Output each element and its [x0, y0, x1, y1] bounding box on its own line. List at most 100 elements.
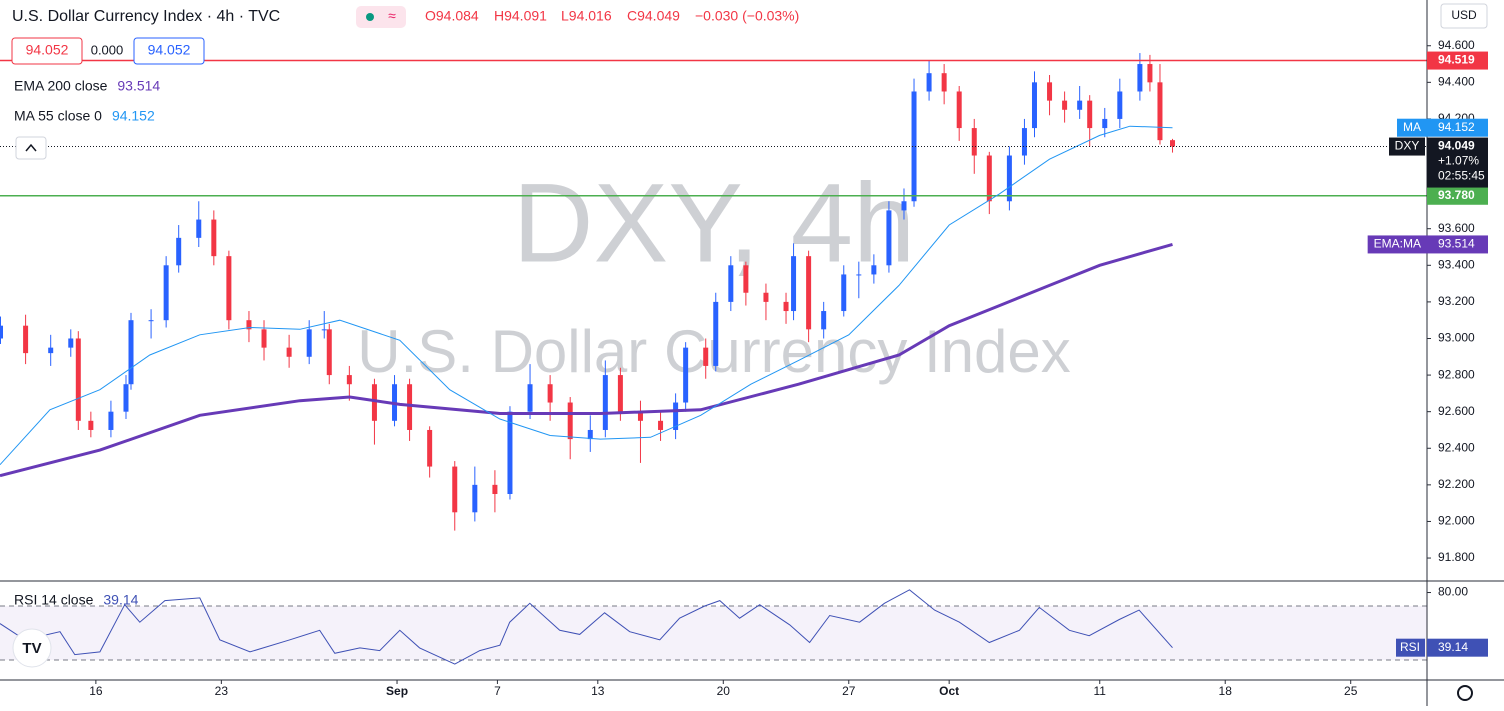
candle-body [452, 466, 458, 513]
ohlc-change: −0.030 (−0.03%) [695, 8, 799, 24]
rsi-tag-name: RSI [1400, 640, 1420, 654]
rsi-tag [1396, 638, 1425, 657]
candle-body [1062, 100, 1068, 110]
candle-body [371, 384, 377, 421]
candle-body [123, 384, 129, 412]
candle-body [128, 320, 134, 385]
symbol-tag [1389, 137, 1425, 156]
legend-value: 94.152 [112, 108, 155, 124]
rsi-legend-value: 39.14 [103, 592, 138, 608]
axis-tag-value-box [1427, 118, 1488, 137]
axis-tag-value: 93.514 [1438, 237, 1475, 251]
candle-body [427, 429, 433, 467]
ohlc-low: L94.016 [561, 8, 612, 24]
candle-body [1117, 91, 1123, 119]
status-pill[interactable] [356, 6, 406, 28]
y-tick-label: 93.200 [1438, 294, 1475, 308]
rsi-y-tick-label: 80.00 [1438, 585, 1468, 599]
y-tick-label: 91.800 [1438, 550, 1475, 564]
candle-body [68, 338, 74, 348]
symbol-tag-label: DXY [1395, 139, 1420, 153]
candle-body [527, 384, 533, 412]
logo-mark: TV [22, 640, 41, 657]
sell-box[interactable] [11, 37, 83, 65]
x-tick-label: 20 [717, 684, 731, 698]
candle-body [673, 402, 679, 430]
candle-body [176, 237, 182, 266]
rsi-legend-name: RSI 14 close [14, 592, 94, 608]
watermark-symbol: DXY, 4h [513, 161, 916, 286]
legend-value: 93.514 [117, 78, 160, 94]
candle-body [683, 347, 689, 403]
candle-body [783, 301, 789, 312]
y-tick-label: 93.000 [1438, 331, 1475, 345]
plot-area [0, 53, 1427, 665]
buy-price: 94.052 [148, 42, 191, 58]
candle-body [321, 329, 327, 331]
axis-tag-value-box [1427, 235, 1488, 254]
candle-body [286, 347, 292, 357]
settings-icon[interactable] [1457, 685, 1473, 701]
candle-body [196, 219, 202, 238]
candle-body [163, 265, 169, 321]
candle-body [1047, 82, 1053, 101]
candle-body [472, 484, 478, 513]
candle-body [1031, 82, 1037, 129]
indicator-line [0, 242, 1173, 478]
legend-name: MA 55 close 0 [14, 108, 102, 124]
y-tick-label: 94.400 [1438, 75, 1475, 89]
candle-body [246, 320, 252, 330]
symbol-title: U.S. Dollar Currency Index · 4h · TVC [12, 8, 280, 25]
bar-countdown: 02:55:45 [1438, 169, 1485, 183]
x-tick-label: 7 [494, 684, 501, 698]
y-tick-label: 93.400 [1438, 257, 1475, 271]
candle-body [941, 73, 947, 92]
candle-body [587, 429, 593, 440]
last-price-tag [1427, 137, 1488, 188]
candle-body [1087, 100, 1093, 129]
buy-box[interactable] [133, 37, 205, 65]
candle-body [492, 484, 498, 495]
y-tick-label: 92.600 [1438, 404, 1475, 418]
candle-body [703, 347, 709, 366]
collapse-button[interactable] [15, 136, 47, 160]
logo[interactable] [12, 628, 52, 668]
level-tag-label: 93.780 [1438, 188, 1475, 202]
candle-body [602, 375, 608, 430]
candle-body [791, 256, 797, 312]
collapse-icon [25, 143, 37, 152]
x-tick-label: 18 [1219, 684, 1233, 698]
candle-body [637, 411, 643, 421]
y-tick-label: 94.600 [1438, 38, 1475, 52]
candle-body [926, 73, 932, 92]
candle-body [48, 347, 54, 354]
axis-tag [1367, 235, 1427, 254]
candle-body [261, 329, 267, 348]
level-tag [1427, 186, 1488, 205]
candle-body [986, 155, 992, 202]
x-tick-label: 27 [842, 684, 856, 698]
candle-body [1102, 118, 1108, 129]
x-tick-label: Oct [939, 684, 959, 698]
x-tick-label: 25 [1344, 684, 1358, 698]
ohlc-high: H94.091 [494, 8, 547, 24]
level-tag-label: 94.519 [1438, 53, 1475, 67]
axis-tag-name: EMA:MA [1374, 237, 1421, 251]
y-tick-label: 93.600 [1438, 221, 1475, 235]
candle-body [806, 256, 812, 330]
candle-body [911, 91, 917, 202]
rsi-value: 39.14 [1438, 640, 1468, 654]
candle-body [346, 375, 352, 385]
candle-body [326, 329, 332, 376]
currency-button[interactable] [1440, 3, 1488, 29]
candle-body [547, 384, 553, 403]
sell-price: 94.052 [26, 42, 69, 58]
candle-body [407, 384, 413, 430]
x-tick-label: Sep [386, 684, 408, 698]
candle-body [211, 219, 217, 257]
candle-body [1137, 64, 1143, 92]
candle-body [1170, 140, 1176, 147]
